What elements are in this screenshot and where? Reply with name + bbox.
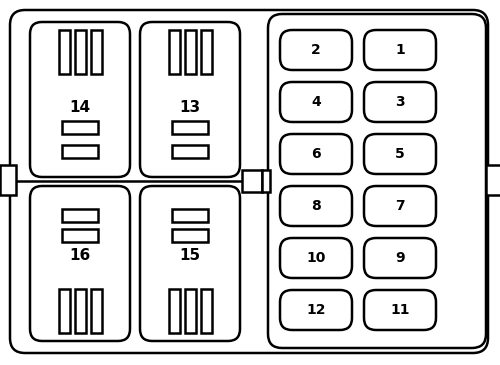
- FancyBboxPatch shape: [280, 290, 352, 330]
- Bar: [184, 289, 196, 333]
- Text: 15: 15: [180, 248, 201, 263]
- Bar: [74, 30, 86, 74]
- FancyBboxPatch shape: [280, 30, 352, 70]
- FancyBboxPatch shape: [30, 22, 130, 177]
- FancyBboxPatch shape: [10, 10, 488, 353]
- FancyBboxPatch shape: [140, 22, 240, 177]
- FancyBboxPatch shape: [364, 238, 436, 278]
- Bar: [74, 289, 86, 333]
- Bar: [168, 289, 179, 333]
- Bar: [242, 170, 262, 192]
- FancyBboxPatch shape: [280, 186, 352, 226]
- Text: 1: 1: [395, 43, 405, 57]
- Bar: [58, 30, 70, 74]
- Bar: [62, 229, 98, 242]
- Bar: [168, 30, 179, 74]
- FancyBboxPatch shape: [364, 134, 436, 174]
- Bar: [62, 121, 98, 134]
- FancyBboxPatch shape: [364, 290, 436, 330]
- Text: 16: 16: [70, 248, 90, 263]
- Bar: [184, 30, 196, 74]
- Bar: [200, 30, 211, 74]
- FancyBboxPatch shape: [140, 186, 240, 341]
- Bar: [62, 209, 98, 222]
- Bar: [90, 289, 102, 333]
- Bar: [0, 165, 16, 195]
- Bar: [172, 209, 208, 222]
- Text: 13: 13: [180, 100, 201, 115]
- FancyBboxPatch shape: [280, 82, 352, 122]
- Bar: [172, 229, 208, 242]
- Bar: [90, 30, 102, 74]
- Text: 10: 10: [306, 251, 326, 265]
- FancyBboxPatch shape: [364, 82, 436, 122]
- FancyBboxPatch shape: [280, 134, 352, 174]
- FancyBboxPatch shape: [30, 186, 130, 341]
- Text: 11: 11: [390, 303, 410, 317]
- Bar: [58, 289, 70, 333]
- Text: 7: 7: [395, 199, 405, 213]
- Bar: [200, 289, 211, 333]
- Bar: [172, 145, 208, 158]
- FancyBboxPatch shape: [268, 14, 486, 348]
- FancyBboxPatch shape: [280, 238, 352, 278]
- FancyBboxPatch shape: [364, 30, 436, 70]
- Text: 8: 8: [311, 199, 321, 213]
- Bar: [486, 165, 500, 195]
- Bar: [262, 170, 270, 192]
- Text: 9: 9: [395, 251, 405, 265]
- Text: 2: 2: [311, 43, 321, 57]
- Text: 5: 5: [395, 147, 405, 161]
- Text: 12: 12: [306, 303, 326, 317]
- Bar: [172, 121, 208, 134]
- Text: 3: 3: [395, 95, 405, 109]
- Text: 14: 14: [70, 100, 90, 115]
- FancyBboxPatch shape: [364, 186, 436, 226]
- Bar: [62, 145, 98, 158]
- Text: 6: 6: [311, 147, 321, 161]
- Text: 4: 4: [311, 95, 321, 109]
